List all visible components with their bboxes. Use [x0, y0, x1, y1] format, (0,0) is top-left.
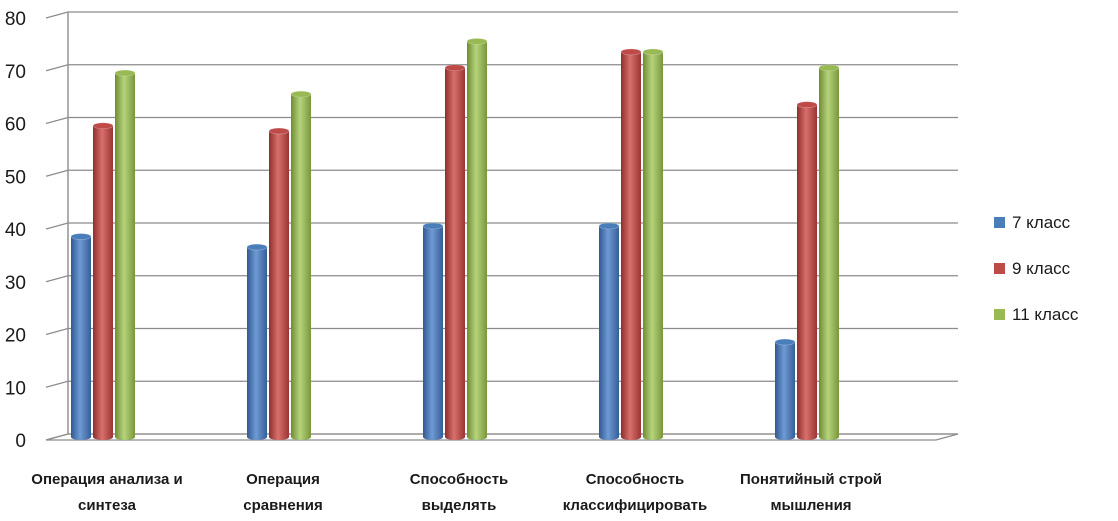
bar-top [422, 222, 444, 230]
y-tick-label: 10 [5, 378, 26, 399]
bar [796, 101, 818, 441]
bar [444, 64, 466, 440]
x-category-label: Операция сравнения [243, 471, 323, 514]
bar-body [247, 247, 267, 440]
legend-label: 9 класс [1012, 259, 1071, 278]
legend-swatch [994, 263, 1005, 274]
legend: 7 класс 9 класс 11 класс [994, 213, 1079, 324]
bar [642, 48, 664, 441]
bar-top [290, 90, 312, 98]
bar [114, 69, 136, 441]
bar-body [819, 67, 839, 440]
bar [290, 90, 312, 440]
legend-label: 7 класс [1012, 213, 1071, 232]
bar-top [642, 48, 664, 56]
bar [268, 127, 290, 441]
y-tick-label: 30 [5, 273, 26, 294]
bar-body [599, 226, 619, 440]
y-tick-label: 20 [5, 326, 26, 347]
y-tick-label: 80 [5, 9, 26, 30]
y-axis-tick-labels: 0 10 20 30 40 50 60 70 80 [5, 9, 26, 452]
legend-item: 7 класс [994, 213, 1071, 232]
y-tick-label: 50 [5, 167, 26, 188]
bar-body [797, 104, 817, 441]
bar [620, 48, 642, 440]
bar [422, 222, 444, 440]
bar-top [774, 338, 796, 346]
x-category-label: Способность классифицировать [563, 471, 708, 514]
bar-top [246, 243, 268, 251]
bar-body [423, 226, 443, 440]
y-tick-label: 60 [5, 115, 26, 136]
legend-item: 11 класс [994, 305, 1079, 324]
bar [70, 233, 92, 440]
bar-top [92, 122, 114, 130]
legend-swatch [994, 309, 1005, 320]
legend-label: 11 класс [1012, 305, 1079, 324]
bar-top [114, 69, 136, 77]
bar-body [775, 342, 795, 440]
bar-body [291, 94, 311, 440]
bar [92, 122, 114, 441]
chart-floor [45, 433, 959, 441]
y-tick-label: 70 [5, 62, 26, 83]
y-tick-label: 0 [15, 431, 26, 452]
bar-body [643, 51, 663, 441]
legend-swatch [994, 217, 1005, 228]
bar-top [70, 233, 92, 240]
bar-top [818, 64, 840, 72]
bar-body [467, 41, 487, 440]
bar-top [444, 64, 466, 72]
bar-top [268, 127, 290, 135]
bar [466, 38, 488, 440]
bar-body [445, 67, 465, 440]
bar-top [466, 38, 488, 45]
bar-body [71, 236, 91, 440]
bar [818, 64, 840, 440]
x-category-label: Операция анализа и синтеза [31, 471, 182, 514]
bar-top [796, 101, 818, 108]
bars [70, 38, 840, 441]
x-category-label: Понятийный строй мышления [740, 471, 882, 514]
y-tick-label: 40 [5, 220, 26, 241]
bar [774, 338, 796, 440]
bar-top [598, 222, 620, 230]
gridline [45, 11, 958, 19]
legend-item: 9 класс [994, 259, 1071, 278]
x-axis-category-labels: Операция анализа и синтеза Операция сравнен… [31, 471, 882, 514]
bar-top [620, 48, 642, 56]
bar [246, 243, 268, 440]
bar [598, 222, 620, 440]
x-category-label: Способность выделять [410, 471, 509, 514]
bar-body [93, 125, 113, 441]
gridlines [45, 11, 959, 441]
bar-body [621, 51, 641, 440]
bar-body [269, 131, 289, 441]
bar-body [115, 73, 135, 441]
